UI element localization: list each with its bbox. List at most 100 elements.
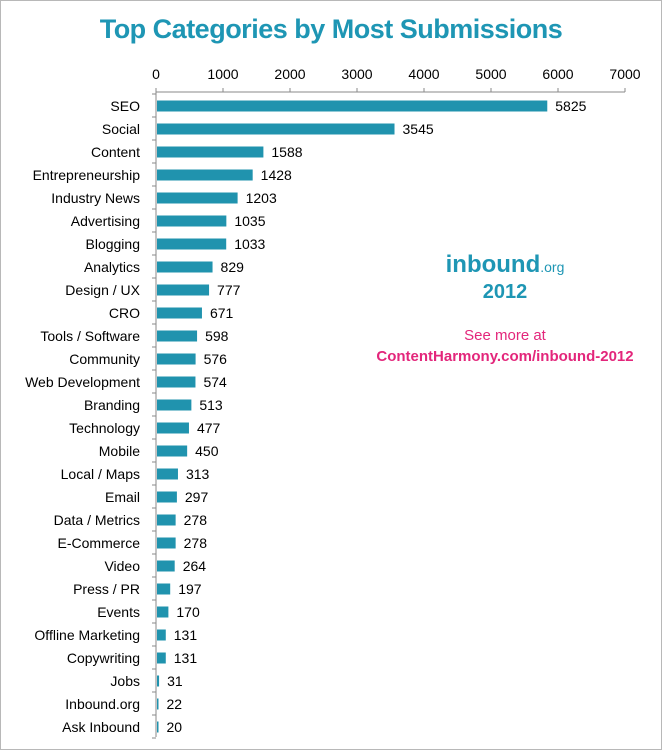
bar (157, 652, 166, 664)
category-label: Local / Maps (61, 466, 140, 482)
category-label: Blogging (86, 236, 141, 252)
value-label: 313 (186, 466, 210, 482)
value-label: 1588 (271, 144, 302, 160)
value-label: 131 (174, 627, 198, 643)
category-label: Ask Inbound (62, 719, 140, 735)
value-label: 671 (210, 305, 234, 321)
bar (157, 238, 227, 250)
category-label: Jobs (110, 673, 140, 689)
category-label: Mobile (99, 443, 140, 459)
category-label: Advertising (71, 213, 140, 229)
category-label: Content (91, 144, 140, 160)
x-tick-label: 0 (152, 66, 160, 82)
bar (157, 468, 178, 480)
bar (157, 721, 159, 733)
logo-main: inbound (445, 251, 541, 278)
category-label: Inbound.org (65, 696, 140, 712)
bar (157, 422, 189, 434)
chart-title: Top Categories by Most Submissions (99, 14, 563, 44)
value-label: 513 (199, 397, 223, 413)
value-label: 477 (197, 420, 221, 436)
value-label: 1203 (246, 190, 277, 206)
value-label: 1428 (261, 167, 292, 183)
bar (157, 629, 166, 641)
category-label: Tools / Software (40, 328, 140, 344)
promo-box: inbound.org 2012 See more at ContentHarm… (360, 252, 650, 368)
value-label: 1033 (234, 236, 265, 252)
bar (157, 146, 264, 158)
value-label: 829 (221, 259, 245, 275)
category-label: Press / PR (73, 581, 140, 597)
value-label: 264 (183, 558, 207, 574)
promo-link[interactable]: ContentHarmony.com/inbound-2012 (376, 348, 634, 365)
bar (157, 675, 160, 687)
value-label: 598 (205, 328, 229, 344)
bar (157, 537, 176, 549)
x-tick-label: 2000 (274, 66, 305, 82)
category-label: Events (97, 604, 140, 620)
x-tick-label: 6000 (542, 66, 573, 82)
value-label: 5825 (555, 98, 586, 114)
bar (157, 284, 210, 296)
x-tick-label: 5000 (475, 66, 506, 82)
bar (157, 698, 159, 710)
value-label: 1035 (234, 213, 265, 229)
category-label: Analytics (84, 259, 140, 275)
category-label: CRO (109, 305, 140, 321)
bar (157, 560, 175, 572)
category-label: Technology (69, 420, 140, 436)
category-label: Email (105, 489, 140, 505)
inbound-logo: inbound.org (360, 252, 650, 280)
value-label: 576 (204, 351, 228, 367)
bar (157, 399, 192, 411)
bar (157, 514, 176, 526)
bar (157, 261, 213, 273)
value-label: 574 (203, 374, 227, 390)
bar (157, 491, 177, 503)
x-tick-label: 3000 (341, 66, 372, 82)
x-tick-label: 4000 (408, 66, 439, 82)
value-label: 3545 (403, 121, 434, 137)
value-label: 22 (167, 696, 183, 712)
value-label: 777 (217, 282, 241, 298)
bar (157, 307, 202, 319)
logo-suffix: .org (540, 259, 565, 275)
bar (157, 376, 196, 388)
value-label: 297 (185, 489, 209, 505)
bar (157, 215, 227, 227)
bar (157, 353, 196, 365)
see-more-text: See more at (464, 327, 546, 344)
category-label: E-Commerce (58, 535, 141, 551)
category-label: Design / UX (65, 282, 140, 298)
bar (157, 192, 238, 204)
value-label: 31 (167, 673, 183, 689)
category-label: Offline Marketing (34, 627, 140, 643)
bar (157, 583, 171, 595)
category-label: Community (69, 351, 140, 367)
x-tick-label: 1000 (207, 66, 238, 82)
bar (157, 169, 253, 181)
value-label: 197 (178, 581, 202, 597)
category-label: Data / Metrics (54, 512, 140, 528)
x-tick-label: 7000 (609, 66, 640, 82)
bar (157, 330, 198, 342)
bar (157, 100, 548, 112)
bar (157, 445, 188, 457)
category-label: Video (104, 558, 140, 574)
category-label: Industry News (51, 190, 140, 206)
category-label: Web Development (25, 374, 140, 390)
value-label: 131 (174, 650, 198, 666)
category-label: Social (102, 121, 140, 137)
category-label: SEO (110, 98, 140, 114)
category-label: Entrepreneurship (33, 167, 141, 183)
bar (157, 606, 169, 618)
value-label: 278 (184, 512, 208, 528)
bar (157, 123, 395, 135)
value-label: 20 (167, 719, 183, 735)
logo-year: 2012 (482, 281, 528, 303)
category-label: Copywriting (67, 650, 140, 666)
category-label: Branding (84, 397, 140, 413)
value-label: 278 (184, 535, 208, 551)
value-label: 170 (176, 604, 200, 620)
